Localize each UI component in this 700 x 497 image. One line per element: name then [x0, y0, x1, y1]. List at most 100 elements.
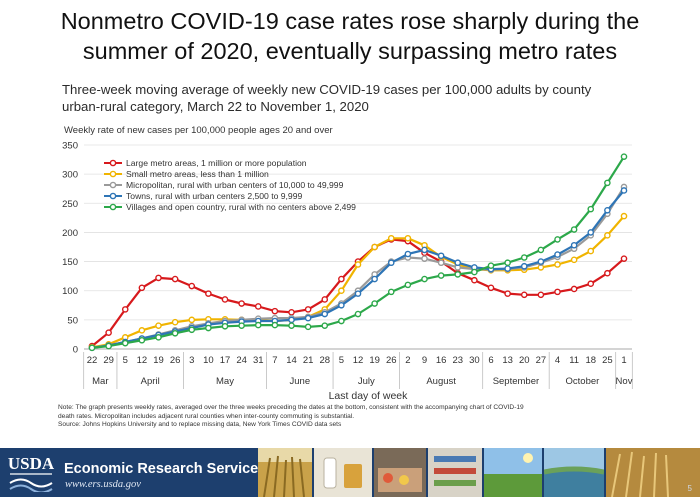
- data-point: [487, 284, 495, 292]
- x-tick-label: 11: [569, 355, 579, 366]
- legend-swatch-marker: [109, 181, 117, 189]
- x-tick-label: 9: [422, 355, 427, 366]
- chart-notes: Note: The graph presents weekly rates, a…: [58, 404, 658, 430]
- data-point: [171, 275, 179, 283]
- data-point: [321, 296, 329, 303]
- data-point: [371, 275, 378, 283]
- data-point: [188, 316, 196, 324]
- x-axis-title: Last day of week: [329, 390, 409, 402]
- data-point: [121, 306, 129, 313]
- data-point: [288, 308, 295, 316]
- field-photo: [484, 448, 542, 497]
- data-point: [604, 179, 611, 187]
- x-tick-label: 2: [405, 355, 410, 366]
- series-group: [88, 212, 628, 351]
- data-point: [421, 246, 428, 254]
- x-tick-label: 16: [436, 355, 447, 366]
- data-point: [338, 275, 345, 283]
- x-tick-label: 7: [272, 355, 277, 366]
- data-point: [221, 296, 229, 303]
- data-point: [354, 310, 362, 318]
- data-point: [188, 326, 196, 334]
- data-point: [354, 290, 362, 297]
- x-tick-label: 22: [87, 355, 98, 366]
- website-link[interactable]: www.ers.usda.gov: [65, 479, 141, 490]
- data-point: [254, 321, 262, 329]
- data-point: [171, 318, 179, 326]
- data-point: [554, 251, 561, 258]
- data-point: [138, 284, 146, 292]
- data-point: [504, 265, 511, 272]
- data-point: [338, 301, 345, 309]
- note-line-2: death rates. Micropolitan includes adjac…: [58, 412, 355, 420]
- data-point: [138, 327, 146, 334]
- month-label: April: [141, 376, 160, 387]
- legend-label: Villages and open country, rural with no…: [126, 202, 356, 212]
- data-point: [437, 272, 445, 279]
- data-point: [338, 317, 345, 325]
- x-tick-label: 5: [339, 355, 344, 366]
- usda-logo-mark: [9, 473, 53, 492]
- x-tick-label: 3: [189, 355, 194, 366]
- data-point: [620, 212, 628, 220]
- data-point: [404, 234, 412, 242]
- data-point: [371, 300, 378, 307]
- legend-label: Towns, rural with urban centers 2,500 to…: [126, 191, 302, 201]
- data-point: [471, 268, 478, 276]
- source-line: Source: Johns Hopkins University and to …: [58, 421, 342, 429]
- chart-subtitle: Three-week moving average of weekly new …: [62, 81, 662, 115]
- series-line: [91, 189, 625, 349]
- data-point: [620, 153, 628, 160]
- y-tick-label: 0: [73, 345, 78, 356]
- footer-band: USDA Economic Research Service www.ers.u…: [0, 448, 700, 497]
- month-label: May: [216, 376, 234, 387]
- x-tick-label: 19: [369, 355, 380, 366]
- data-point: [238, 322, 245, 329]
- legend-swatch-marker: [109, 159, 117, 167]
- x-tick-label: 19: [153, 355, 164, 366]
- subtitle-line-1: Three-week moving average of weekly new …: [62, 82, 592, 97]
- data-point: [520, 291, 528, 299]
- data-point: [570, 256, 578, 264]
- data-point: [554, 261, 561, 268]
- data-point: [138, 336, 146, 344]
- x-tick-label: 26: [386, 355, 397, 366]
- data-point: [387, 288, 395, 296]
- data-point: [554, 236, 561, 243]
- x-tick-label: 28: [319, 355, 330, 366]
- x-tick-label: 17: [220, 355, 231, 366]
- data-point: [387, 259, 395, 267]
- series-lines: [88, 153, 628, 352]
- covid-case-rate-chart: Weekly rate of new cases per 100,000 peo…: [62, 125, 633, 402]
- data-point: [587, 205, 595, 213]
- grocery-photo: [428, 448, 482, 497]
- y-tick-label: 150: [62, 257, 78, 268]
- data-point: [121, 339, 129, 347]
- data-point: [454, 271, 462, 278]
- data-point: [88, 344, 96, 352]
- x-tick-label: 25: [602, 355, 613, 366]
- data-point: [587, 229, 595, 236]
- month-label: June: [290, 376, 311, 387]
- month-label: Nov: [616, 376, 633, 387]
- x-tick-label: 26: [170, 355, 181, 366]
- data-point: [205, 290, 212, 297]
- note-line-1: Note: The graph presents weekly rates, a…: [58, 404, 524, 411]
- data-point: [421, 255, 428, 262]
- data-point: [504, 259, 511, 267]
- usda-logo-text: USDA: [7, 454, 55, 473]
- legend-label: Micropolitan, rural with urban centers o…: [126, 180, 344, 190]
- data-point: [520, 254, 528, 261]
- month-label: August: [426, 376, 456, 387]
- month-label: October: [566, 376, 600, 387]
- data-point: [105, 329, 112, 336]
- data-point: [587, 247, 595, 255]
- axes: Weekly rate of new cases per 100,000 peo…: [62, 125, 633, 402]
- x-tick-label: 24: [236, 355, 247, 366]
- data-point: [404, 281, 412, 289]
- data-point: [454, 259, 462, 267]
- y-tick-label: 300: [62, 170, 78, 181]
- data-point: [570, 226, 578, 233]
- usda-logo: USDA: [6, 452, 56, 492]
- data-point: [155, 274, 162, 282]
